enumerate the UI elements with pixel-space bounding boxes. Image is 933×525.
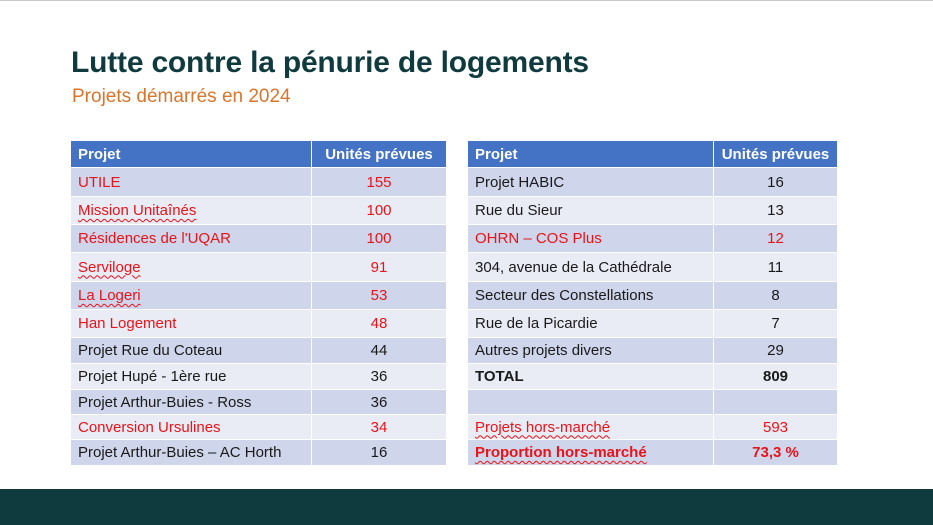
units-cell: 11 bbox=[713, 252, 838, 282]
table-row: Projet Rue du Coteau 44 bbox=[70, 337, 447, 364]
table-row: Projet Hupé - 1ère rue 36 bbox=[70, 363, 447, 390]
units-cell: 29 bbox=[713, 337, 838, 364]
units-cell: 100 bbox=[311, 224, 447, 253]
total-label-cell: TOTAL bbox=[467, 363, 714, 390]
project-name-cell: UTILE bbox=[70, 167, 312, 197]
units-cell: 48 bbox=[311, 309, 447, 338]
table-row: Projet Arthur-Buies – AC Horth 16 bbox=[70, 439, 447, 466]
column-header-units: Unités prévues bbox=[713, 140, 838, 168]
total-row: TOTAL 809 bbox=[467, 363, 838, 390]
top-rule bbox=[0, 0, 933, 1]
table-row: Rue de la Picardie 7 bbox=[467, 309, 838, 338]
units-cell: 53 bbox=[311, 281, 447, 310]
units-cell: 44 bbox=[311, 337, 447, 364]
project-name-cell: Han Logement bbox=[70, 309, 312, 338]
project-name-cell: Rue de la Picardie bbox=[467, 309, 714, 338]
table-row: Han Logement 48 bbox=[70, 309, 447, 338]
table-row: Rue du Sieur 13 bbox=[467, 196, 838, 225]
project-name-cell: OHRN – COS Plus bbox=[467, 224, 714, 253]
footer-band bbox=[0, 489, 933, 525]
empty-cell bbox=[713, 389, 838, 415]
table-row: Résidences de l'UQAR 100 bbox=[70, 224, 447, 253]
units-cell: 91 bbox=[311, 252, 447, 282]
proportion-label-text: Proportion hors-marché bbox=[475, 444, 647, 461]
units-cell: 8 bbox=[713, 281, 838, 310]
units-cell: 7 bbox=[713, 309, 838, 338]
units-cell: 12 bbox=[713, 224, 838, 253]
proportion-label-cell: Proportion hors-marché bbox=[467, 439, 714, 466]
slide-subtitle: Projets démarrés en 2024 bbox=[72, 86, 291, 107]
projects-table-left: Projet Unités prévues UTILE 155 Mission … bbox=[70, 140, 447, 466]
units-cell: 593 bbox=[713, 414, 838, 440]
empty-row bbox=[467, 389, 838, 415]
project-name-cell: Projet HABIC bbox=[467, 167, 714, 197]
project-name-cell: Projets hors-marché bbox=[467, 414, 714, 440]
units-cell: 34 bbox=[311, 414, 447, 440]
column-header-project: Projet bbox=[467, 140, 714, 168]
units-cell: 16 bbox=[713, 167, 838, 197]
table-row: Serviloge 91 bbox=[70, 252, 447, 282]
project-name-cell: 304, avenue de la Cathédrale bbox=[467, 252, 714, 282]
empty-cell bbox=[467, 389, 714, 415]
project-name-cell: Rue du Sieur bbox=[467, 196, 714, 225]
project-name-text: Serviloge bbox=[78, 258, 141, 276]
table-header-row: Projet Unités prévues bbox=[467, 140, 838, 168]
table-row: Conversion Ursulines 34 bbox=[70, 414, 447, 440]
column-header-units: Unités prévues bbox=[311, 140, 447, 168]
units-cell: 13 bbox=[713, 196, 838, 225]
units-cell: 16 bbox=[311, 439, 447, 466]
table-header-row: Projet Unités prévues bbox=[70, 140, 447, 168]
proportion-row: Proportion hors-marché 73,3 % bbox=[467, 439, 838, 466]
table-row: 304, avenue de la Cathédrale 11 bbox=[467, 252, 838, 282]
projects-table-right: Projet Unités prévues Projet HABIC 16 Ru… bbox=[467, 140, 838, 466]
project-name-cell: Projet Arthur-Buies – AC Horth bbox=[70, 439, 312, 466]
project-name-cell: Projet Arthur-Buies - Ross bbox=[70, 389, 312, 415]
project-name-cell: Projet Hupé - 1ère rue bbox=[70, 363, 312, 390]
table-row: Projet HABIC 16 bbox=[467, 167, 838, 197]
project-name-text: Projets hors-marché bbox=[475, 418, 611, 436]
table-row: Mission Unitaînés 100 bbox=[70, 196, 447, 225]
project-name-cell: Secteur des Constellations bbox=[467, 281, 714, 310]
table-row: Autres projets divers 29 bbox=[467, 337, 838, 364]
table-row: Secteur des Constellations 8 bbox=[467, 281, 838, 310]
project-name-cell: Serviloge bbox=[70, 252, 312, 282]
column-header-project: Projet bbox=[70, 140, 312, 168]
units-cell: 100 bbox=[311, 196, 447, 225]
proportion-value-cell: 73,3 % bbox=[713, 439, 838, 466]
slide-title: Lutte contre la pénurie de logements bbox=[71, 46, 589, 79]
table-row: Projets hors-marché 593 bbox=[467, 414, 838, 440]
project-name-cell: La Logeri bbox=[70, 281, 312, 310]
units-cell: 36 bbox=[311, 389, 447, 415]
project-name-cell: Mission Unitaînés bbox=[70, 196, 312, 225]
project-name-text: La Logeri bbox=[78, 287, 141, 304]
total-value-cell: 809 bbox=[713, 363, 838, 390]
project-name-text: Mission Unitaînés bbox=[78, 202, 197, 219]
project-name-cell: Projet Rue du Coteau bbox=[70, 337, 312, 364]
table-row: La Logeri 53 bbox=[70, 281, 447, 310]
table-row: Projet Arthur-Buies - Ross 36 bbox=[70, 389, 447, 415]
table-row: UTILE 155 bbox=[70, 167, 447, 197]
project-name-cell: Conversion Ursulines bbox=[70, 414, 312, 440]
units-cell: 36 bbox=[311, 363, 447, 390]
table-row: OHRN – COS Plus 12 bbox=[467, 224, 838, 253]
units-cell: 155 bbox=[311, 167, 447, 197]
project-name-cell: Résidences de l'UQAR bbox=[70, 224, 312, 253]
project-name-cell: Autres projets divers bbox=[467, 337, 714, 364]
